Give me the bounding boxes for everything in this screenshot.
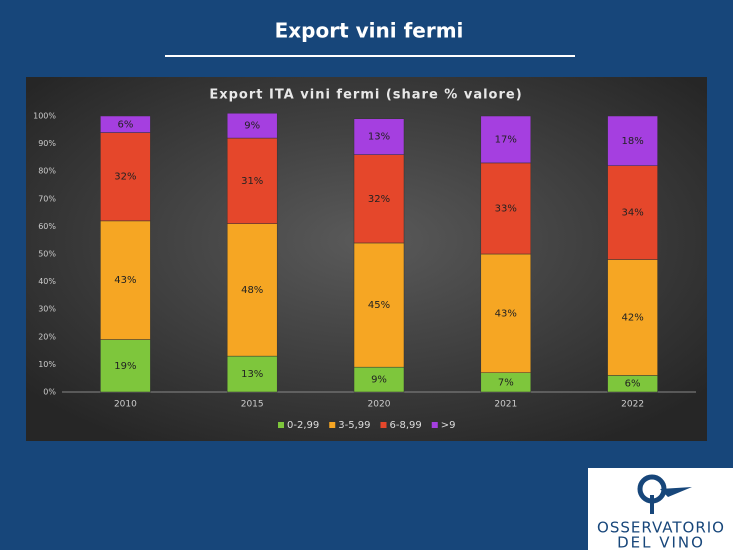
y-tick-label: 40% (38, 277, 56, 286)
data-label: 6% (117, 119, 133, 130)
data-label: 13% (241, 369, 263, 380)
bar-segment (480, 253, 532, 373)
data-label: 42% (621, 312, 643, 323)
data-label: 7% (498, 377, 514, 388)
y-tick-label: 100% (33, 112, 56, 121)
data-label: 48% (241, 285, 263, 296)
x-tick-label: 2021 (494, 400, 517, 410)
bar-segment (480, 162, 532, 255)
legend-swatch (329, 422, 336, 428)
legend-swatch (431, 422, 438, 428)
bar-segment (607, 165, 658, 260)
data-label: 13% (368, 132, 390, 143)
data-label: 32% (368, 194, 390, 205)
bar-segment (353, 118, 405, 155)
data-label: 6% (625, 379, 641, 390)
legend-swatch (278, 422, 284, 428)
bar-segment (607, 115, 658, 166)
bar-segment (353, 242, 405, 368)
legend-label: >9 (441, 420, 456, 431)
bar-segment (226, 223, 278, 357)
data-label: 34% (621, 208, 643, 219)
y-tick-label: 70% (38, 194, 56, 203)
y-tick-label: 90% (38, 139, 56, 148)
bar-segment (226, 355, 278, 393)
x-tick-label: 2020 (368, 400, 391, 410)
x-tick-label: 2015 (241, 400, 264, 410)
y-tick-label: 80% (38, 167, 56, 176)
slide-title: Export vini fermi (275, 19, 464, 43)
logo-text: DEL VINO (617, 534, 705, 550)
data-label: 45% (368, 300, 390, 311)
bar-segment (353, 154, 405, 244)
bar-segment (353, 366, 405, 393)
data-label: 9% (371, 375, 387, 386)
bar-segment (100, 339, 151, 393)
logo-icon (660, 487, 692, 497)
legend-label: 3-5,99 (338, 420, 370, 431)
data-label: 17% (495, 134, 517, 145)
y-tick-label: 10% (38, 360, 56, 369)
data-label: 32% (114, 172, 136, 183)
bar-segment (607, 259, 658, 376)
data-label: 43% (495, 308, 517, 319)
data-label: 9% (244, 121, 260, 132)
legend-label: 0-2,99 (287, 420, 319, 431)
data-label: 33% (495, 203, 517, 214)
bar-segment (226, 112, 278, 139)
data-label: 19% (114, 361, 136, 372)
data-label: 31% (241, 176, 263, 187)
legend-swatch (380, 422, 387, 428)
y-tick-label: 20% (38, 332, 56, 341)
y-tick-label: 50% (38, 250, 56, 259)
legend-label: 6-8,99 (390, 420, 422, 431)
y-tick-label: 30% (38, 305, 56, 314)
y-tick-label: 0% (43, 388, 56, 397)
data-label: 43% (114, 275, 136, 286)
bar-segment (100, 115, 151, 133)
bar-segment (480, 115, 532, 164)
x-tick-label: 2022 (621, 400, 644, 410)
y-tick-label: 60% (38, 222, 56, 231)
logo: OSSERVATORIO DEL VINO (588, 468, 733, 550)
data-label: 18% (621, 136, 643, 147)
chart-title: Export ITA vini fermi (share % valore) (209, 88, 522, 103)
logo-text: OSSERVATORIO (597, 519, 725, 537)
x-tick-label: 2010 (114, 400, 137, 410)
